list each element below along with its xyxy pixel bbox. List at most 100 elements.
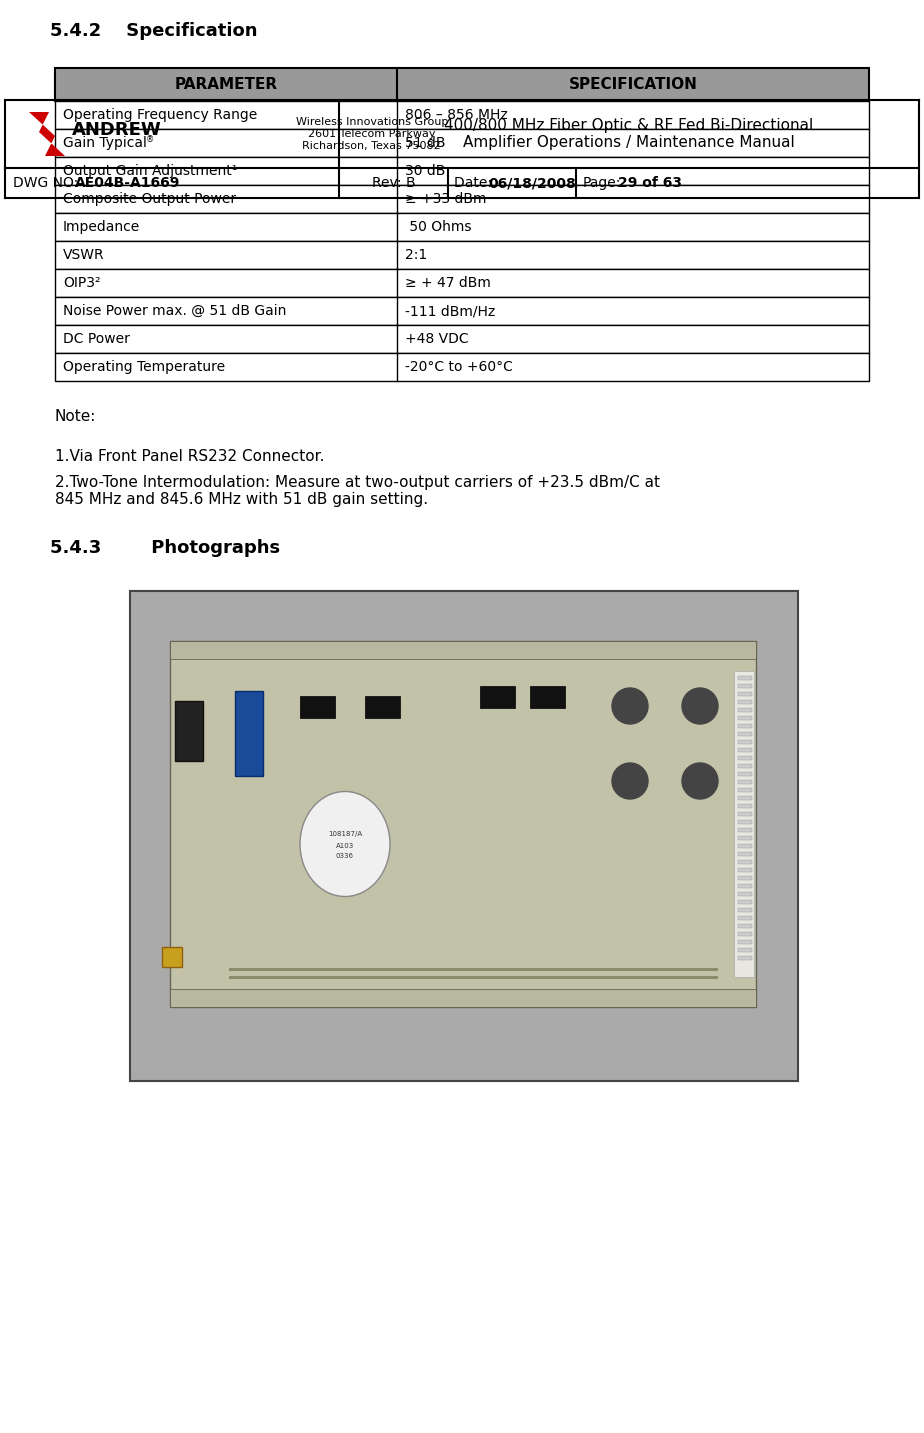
Bar: [738, 788, 752, 792]
Bar: [55, 325, 869, 353]
Text: 1.Via Front Panel RS232 Connector.: 1.Via Front Panel RS232 Connector.: [55, 449, 324, 464]
Bar: [738, 764, 752, 768]
Bar: [365, 696, 400, 718]
Bar: [738, 748, 752, 752]
Bar: [738, 884, 752, 888]
Bar: [55, 241, 869, 269]
Text: ®: ®: [146, 136, 154, 145]
Bar: [300, 696, 335, 718]
Text: 0336: 0336: [336, 853, 354, 858]
Bar: [170, 641, 756, 1007]
Text: Output Gain Adjustment¹: Output Gain Adjustment¹: [63, 163, 237, 178]
Bar: [738, 724, 752, 728]
Text: A103: A103: [336, 843, 354, 848]
Bar: [738, 931, 752, 936]
Circle shape: [682, 688, 718, 724]
Bar: [738, 780, 752, 784]
Text: 806 – 856 MHz: 806 – 856 MHz: [405, 107, 507, 122]
Text: PARAMETER: PARAMETER: [175, 77, 277, 92]
Bar: [738, 924, 752, 929]
Circle shape: [682, 762, 718, 800]
Bar: [738, 891, 752, 896]
Ellipse shape: [300, 791, 390, 897]
Bar: [55, 269, 869, 297]
Text: Page:: Page:: [582, 176, 621, 191]
Text: 5.4.3        Photographs: 5.4.3 Photographs: [50, 539, 280, 557]
Bar: [738, 844, 752, 848]
Bar: [738, 676, 752, 681]
Bar: [55, 67, 869, 100]
Bar: [738, 692, 752, 696]
Bar: [738, 868, 752, 873]
Bar: [738, 795, 752, 800]
Text: 2.Two-Tone Intermodulation: Measure at two-output carriers of +23.5 dBm/C at
845: 2.Two-Tone Intermodulation: Measure at t…: [55, 474, 660, 507]
Text: ANDREW: ANDREW: [72, 120, 162, 139]
Bar: [162, 947, 182, 967]
Bar: [738, 916, 752, 920]
Bar: [738, 828, 752, 833]
Text: ≥ +33 dBm: ≥ +33 dBm: [405, 192, 486, 206]
Text: DC Power: DC Power: [63, 332, 130, 345]
Text: Wireless Innovations Group
2601 Telecom Parkway
Richardson, Texas 75082: Wireless Innovations Group 2601 Telecom …: [296, 118, 448, 150]
Text: -111 dBm/Hz: -111 dBm/Hz: [405, 304, 495, 318]
Bar: [175, 701, 203, 761]
Bar: [738, 708, 752, 712]
Text: Operating Frequency Range: Operating Frequency Range: [63, 107, 257, 122]
Bar: [170, 641, 756, 659]
Text: +48 VDC: +48 VDC: [405, 332, 468, 345]
Bar: [130, 590, 798, 1080]
Bar: [170, 989, 756, 1007]
Text: SPECIFICATION: SPECIFICATION: [568, 77, 698, 92]
Bar: [738, 820, 752, 824]
Bar: [55, 158, 869, 185]
Text: 5.4.2    Specification: 5.4.2 Specification: [50, 21, 258, 40]
Bar: [738, 716, 752, 719]
Bar: [738, 876, 752, 880]
Bar: [530, 686, 565, 708]
Bar: [55, 129, 869, 158]
Bar: [738, 813, 752, 815]
Text: Operating Temperature: Operating Temperature: [63, 360, 225, 374]
Bar: [738, 739, 752, 744]
Text: Date:: Date:: [455, 176, 497, 191]
Text: 30 dB: 30 dB: [405, 163, 445, 178]
Bar: [55, 214, 869, 241]
Text: -20°C to +60°C: -20°C to +60°C: [405, 360, 513, 374]
Text: Noise Power max. @ 51 dB Gain: Noise Power max. @ 51 dB Gain: [63, 304, 286, 318]
Bar: [738, 949, 752, 952]
Text: Gain Typical: Gain Typical: [63, 136, 147, 150]
Text: Impedance: Impedance: [63, 221, 140, 234]
Text: ≥ + 47 dBm: ≥ + 47 dBm: [405, 277, 491, 289]
Bar: [734, 671, 754, 977]
Text: 29 of 63: 29 of 63: [618, 176, 682, 191]
Text: AE04B-A1669: AE04B-A1669: [75, 176, 180, 191]
Text: 108187/A: 108187/A: [328, 831, 362, 837]
Text: 400/800 MHz Fiber Optic & RF Fed Bi-Directional
Amplifier Operations / Maintenan: 400/800 MHz Fiber Optic & RF Fed Bi-Dire…: [444, 118, 813, 150]
Bar: [235, 691, 263, 777]
Bar: [738, 909, 752, 911]
Bar: [738, 900, 752, 904]
Bar: [738, 757, 752, 759]
Text: Note:: Note:: [55, 408, 96, 424]
Bar: [738, 956, 752, 960]
Text: 2:1: 2:1: [405, 248, 427, 262]
Bar: [738, 853, 752, 856]
Bar: [55, 297, 869, 325]
Text: VSWR: VSWR: [63, 248, 104, 262]
Bar: [55, 353, 869, 381]
Text: Rev: B: Rev: B: [371, 176, 415, 191]
Bar: [55, 100, 869, 129]
Polygon shape: [29, 112, 65, 156]
Text: 51 dB: 51 dB: [405, 136, 445, 150]
Text: DWG NO:: DWG NO:: [13, 176, 82, 191]
Bar: [738, 940, 752, 944]
Text: 50 Ohms: 50 Ohms: [405, 221, 471, 234]
Circle shape: [612, 762, 648, 800]
Bar: [738, 699, 752, 704]
Bar: [738, 860, 752, 864]
Bar: [480, 686, 515, 708]
Text: 06/18/2008: 06/18/2008: [488, 176, 576, 191]
Bar: [55, 185, 869, 214]
Bar: [738, 732, 752, 737]
Text: OIP3²: OIP3²: [63, 277, 101, 289]
